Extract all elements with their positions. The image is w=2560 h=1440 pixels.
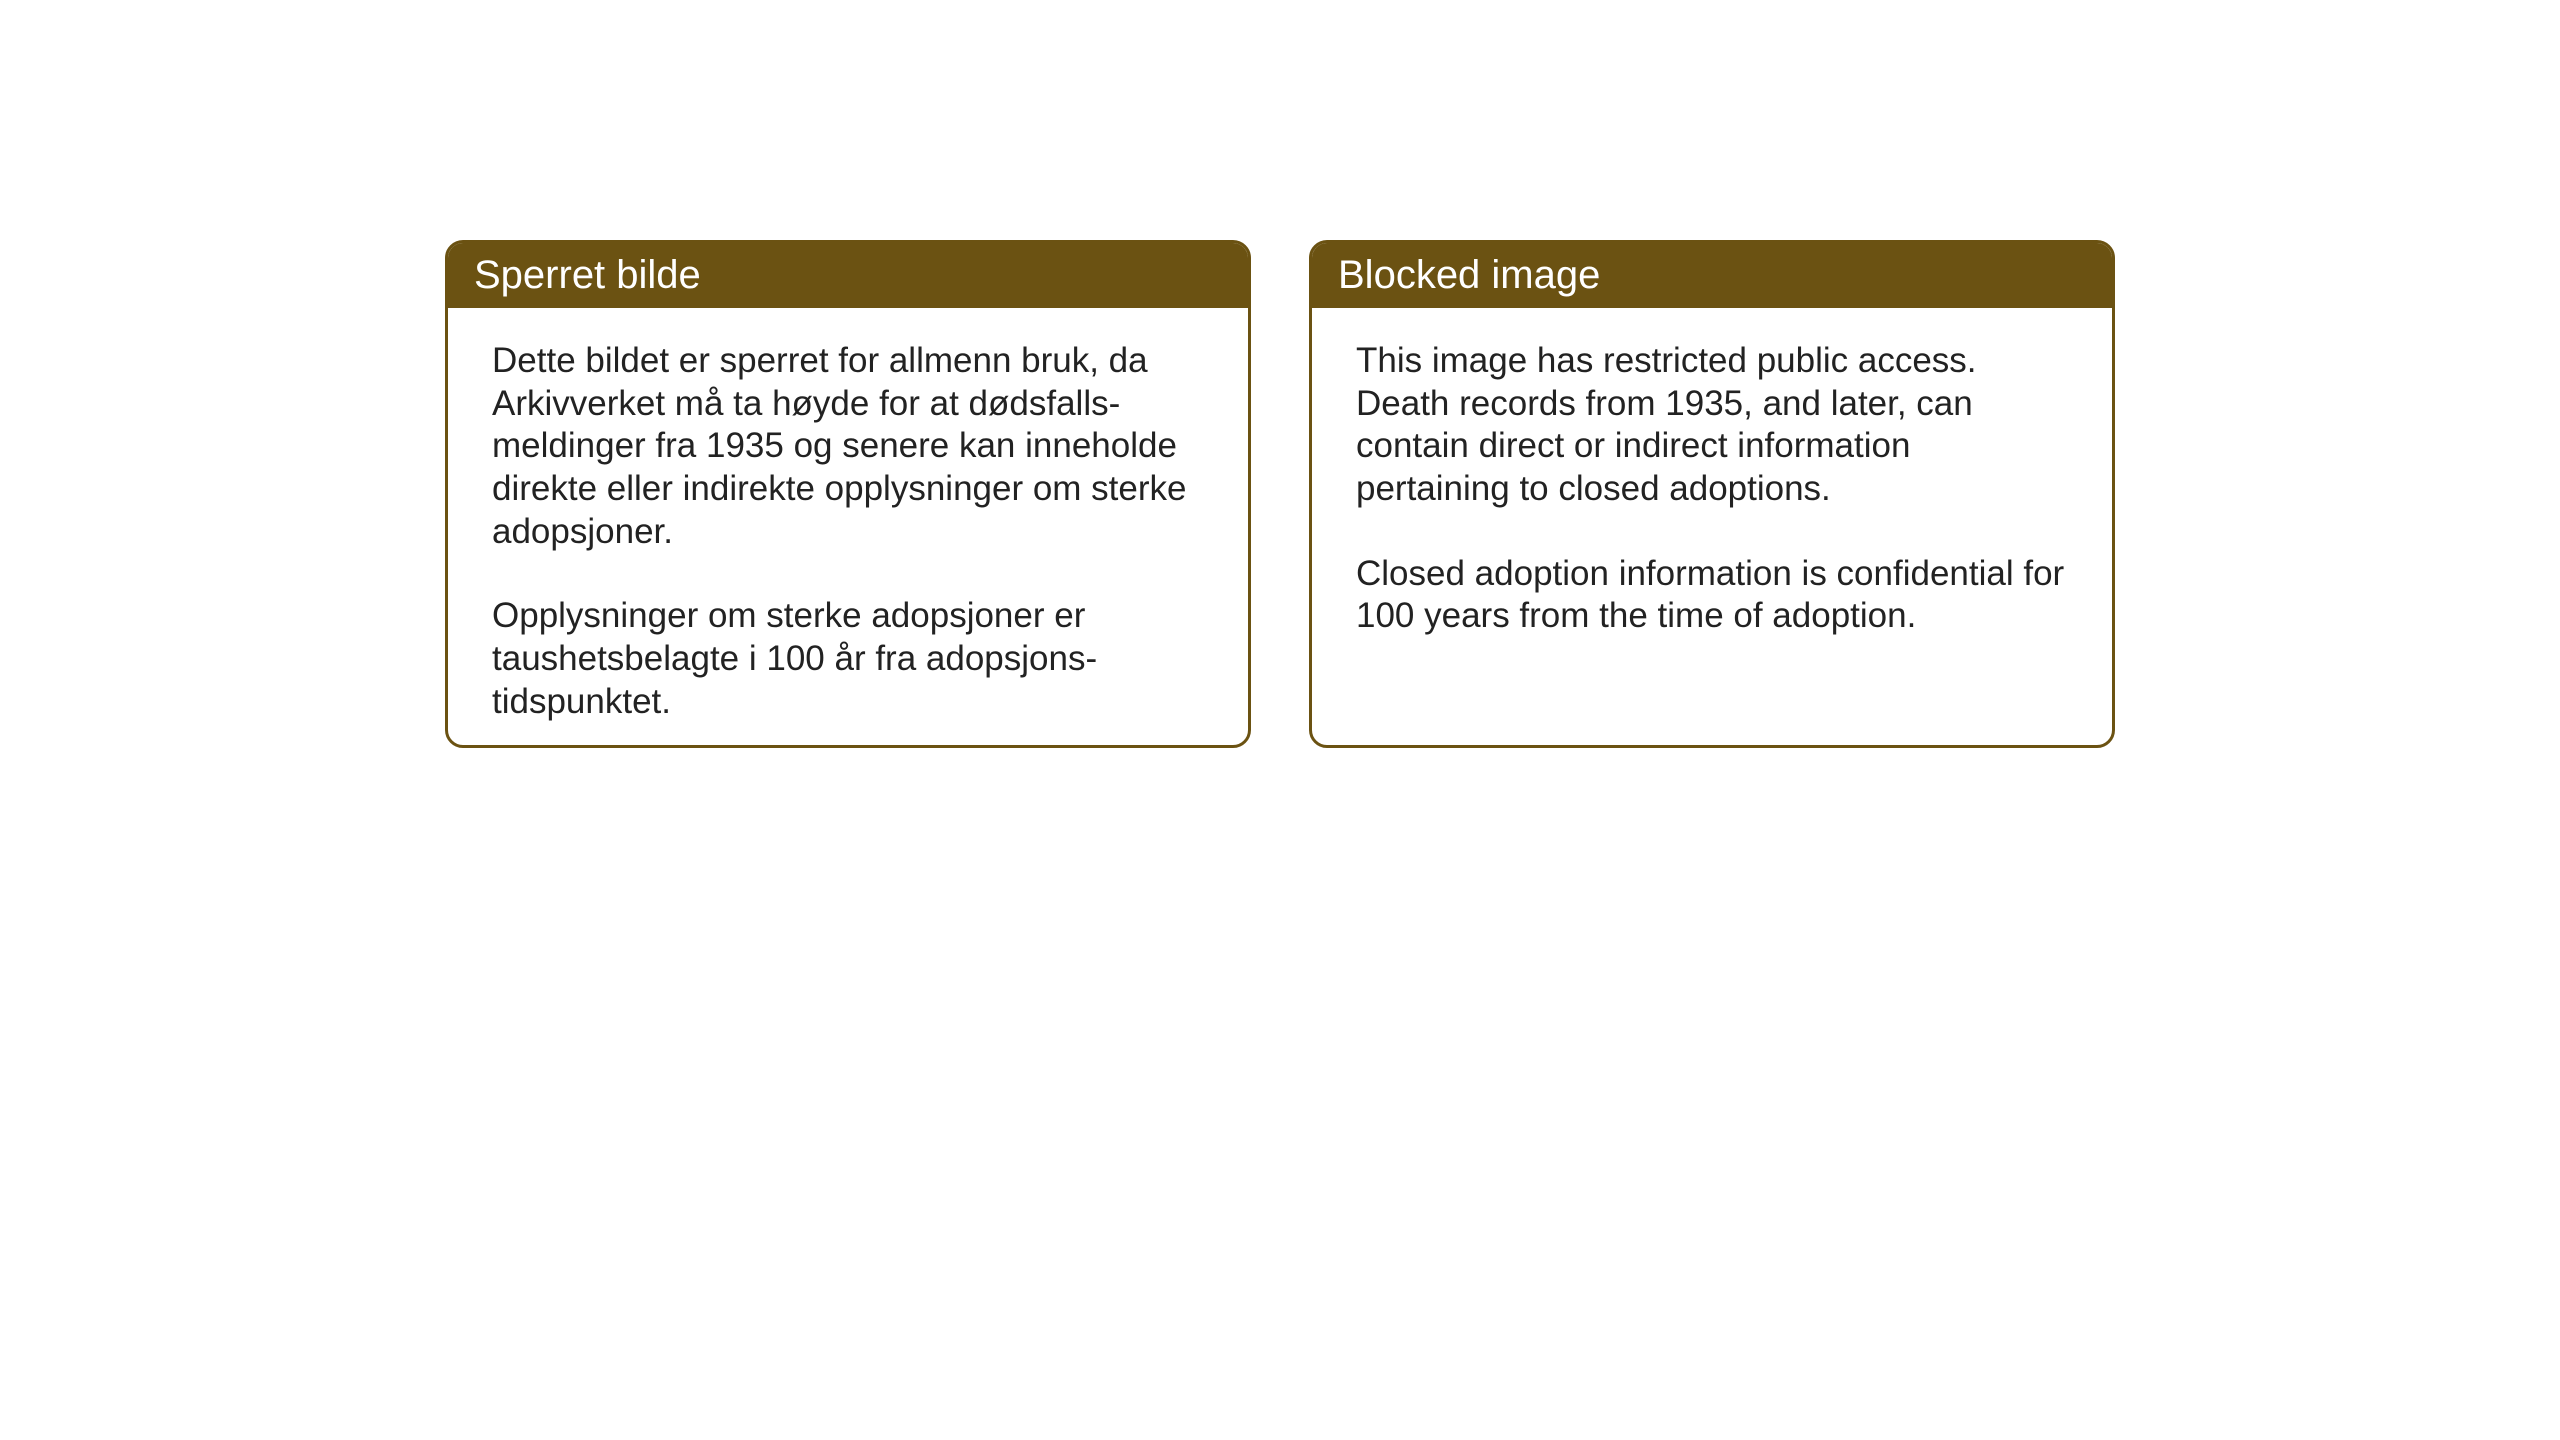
paragraph-1-norwegian: Dette bildet er sperret for allmenn bruk… (492, 340, 1204, 553)
notice-container: Sperret bilde Dette bildet er sperret fo… (445, 240, 2115, 1440)
paragraph-1-english: This image has restricted public access.… (1356, 340, 2068, 511)
card-body-norwegian: Dette bildet er sperret for allmenn bruk… (448, 308, 1248, 748)
notice-card-norwegian: Sperret bilde Dette bildet er sperret fo… (445, 240, 1251, 748)
card-title-english: Blocked image (1312, 243, 2112, 308)
paragraph-2-norwegian: Opplysninger om sterke adopsjoner er tau… (492, 595, 1204, 723)
card-body-english: This image has restricted public access.… (1312, 308, 2112, 670)
paragraph-2-english: Closed adoption information is confident… (1356, 553, 2068, 638)
notice-card-english: Blocked image This image has restricted … (1309, 240, 2115, 748)
card-title-norwegian: Sperret bilde (448, 243, 1248, 308)
